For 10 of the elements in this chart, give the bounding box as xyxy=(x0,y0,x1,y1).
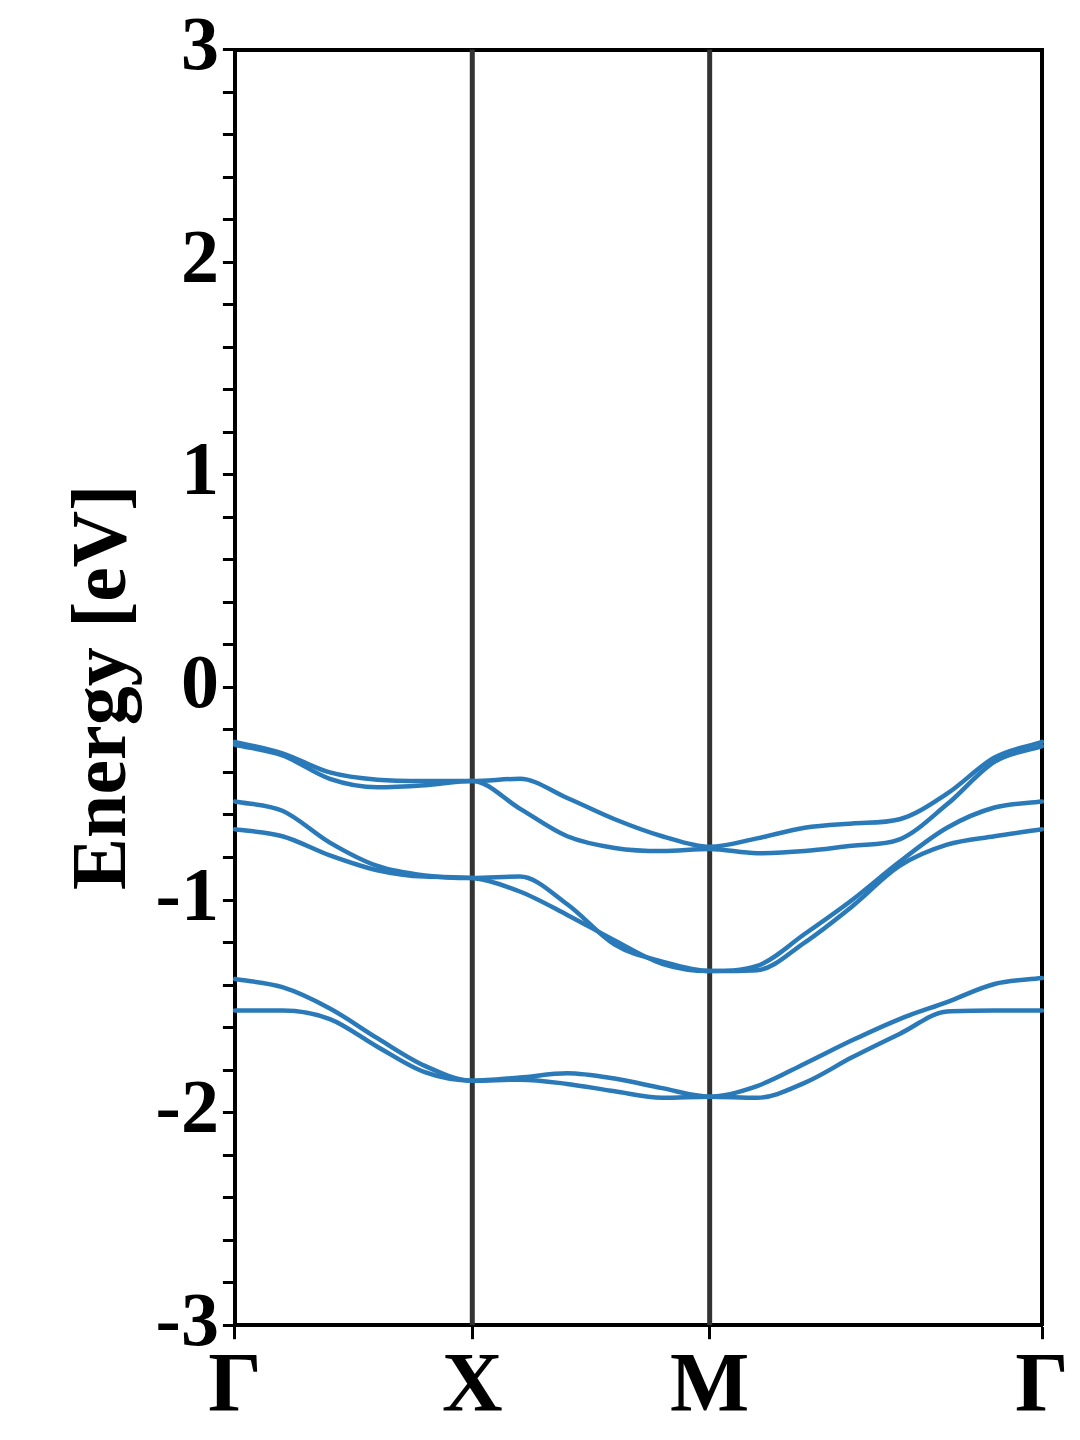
y-tick-label: 0 xyxy=(180,639,219,724)
y-axis-title: Energy [eV] xyxy=(54,484,142,890)
x-tick-label: X xyxy=(441,1336,503,1430)
y-tick-label: -2 xyxy=(155,1064,219,1149)
x-tick-label: Γ xyxy=(1015,1336,1069,1430)
y-tick-label: 2 xyxy=(180,213,219,298)
y-tick-label: -1 xyxy=(155,851,219,936)
y-tick-label: 3 xyxy=(180,1,219,86)
x-tick-label: M xyxy=(670,1336,750,1430)
y-tick-label: 1 xyxy=(180,426,219,511)
